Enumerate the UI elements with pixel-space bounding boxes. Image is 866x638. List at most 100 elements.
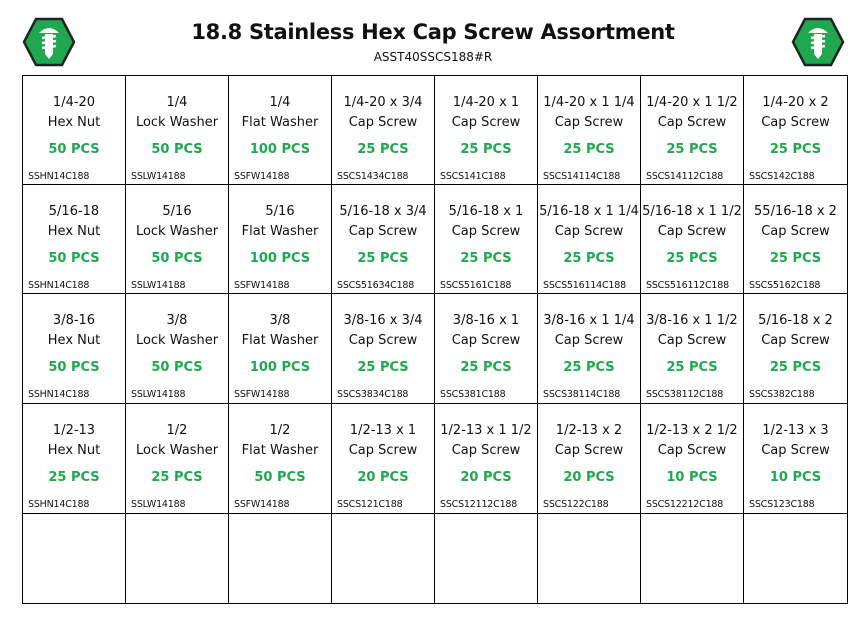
empty-cell <box>23 514 126 603</box>
cell: 1/2 Lock Washer 25 PCS SSLW14188 <box>126 404 229 514</box>
cell-name: Cap Screw <box>451 333 521 348</box>
cell-qty: 100 PCS <box>249 251 311 266</box>
cell-size: 1/2-13 x 2 1/2 <box>646 423 738 438</box>
cell-size: 1/4 <box>269 95 291 110</box>
cell: 1/4-20 x 3/4 Cap Screw 25 PCS SSCS1434C188 <box>332 76 435 185</box>
cell-qty: 50 PCS <box>48 360 100 375</box>
cell-size: 1/2-13 x 2 <box>555 423 623 438</box>
cell-qty: 25 PCS <box>460 251 512 266</box>
subtitle: ASST40SSCS188#R <box>373 50 493 64</box>
cell: 1/2-13 x 1 1/2 Cap Screw 20 PCS SSCS12112C1… <box>435 404 538 514</box>
cell: 3/8-16 x 3/4 Cap Screw 25 PCS SSCS3834C188 <box>332 294 435 404</box>
cell-name: Hex Nut <box>47 443 101 458</box>
cell-qty: 50 PCS <box>254 470 306 485</box>
empty-cell <box>332 514 435 603</box>
cell: 1/2-13 x 3 Cap Screw 10 PCS SSCS123C188 <box>744 404 847 514</box>
cell-name: Lock Washer <box>135 443 219 458</box>
cell-name: Flat Washer <box>241 333 319 348</box>
cell-qty: 50 PCS <box>48 142 100 157</box>
cell-sku: SSCS3834C188 <box>337 389 409 400</box>
cell: 55/16-18 x 2 Cap Screw 25 PCS SSCS5162C188 <box>744 185 847 294</box>
cell: 3/8-16 Hex Nut 50 PCS SSHN14C188 <box>23 294 126 404</box>
cell: 1/4-20 x 1 Cap Screw 25 PCS SSCS141C188 <box>435 76 538 185</box>
cell-qty: 25 PCS <box>563 142 615 157</box>
cell-sku: SSCS123C188 <box>749 499 815 510</box>
cell-size: 3/8-16 x 1 <box>452 313 520 328</box>
empty-cell <box>538 514 641 603</box>
cell-sku: SSCS38112C188 <box>646 389 724 400</box>
cell-qty: 25 PCS <box>563 360 615 375</box>
cell-size: 5/16 <box>265 204 295 219</box>
cell-sku: SSLW14188 <box>131 499 186 510</box>
cell: 1/2 Flat Washer 50 PCS SSFW14188 <box>229 404 332 514</box>
assortment-grid: 1/4-20 Hex Nut 50 PCS SSHN14C188 1/4 Lock Was… <box>22 75 848 604</box>
cell-size: 3/8-16 x 3/4 <box>343 313 423 328</box>
cell-qty: 25 PCS <box>357 251 409 266</box>
logo-icon <box>791 17 845 67</box>
cell-sku: SSCS5161C188 <box>440 280 512 291</box>
cell-sku: SSCS516112C188 <box>646 280 729 291</box>
cell-size: 1/2-13 x 1 <box>349 423 417 438</box>
empty-cell <box>641 514 744 603</box>
cell-qty: 10 PCS <box>666 470 718 485</box>
cell-name: Cap Screw <box>761 333 830 348</box>
cell-size: 1/4-20 x 1 1/2 <box>646 95 738 110</box>
cell-qty: 25 PCS <box>666 142 718 157</box>
cell-qty: 25 PCS <box>666 251 718 266</box>
cell-size: 5/16-18 x 1 1/4 <box>539 204 639 219</box>
cell-name: Hex Nut <box>47 333 101 348</box>
cell-name: Lock Washer <box>135 115 219 130</box>
cell-sku: SSCS516114C188 <box>543 280 626 291</box>
cell-name: Cap Screw <box>554 443 624 458</box>
cell-name: Cap Screw <box>554 224 624 239</box>
cell-qty: 25 PCS <box>357 360 409 375</box>
cell-sku: SSCS14114C188 <box>543 171 621 182</box>
cell-size: 5/16-18 <box>48 204 100 219</box>
cell-size: 1/4-20 x 1 <box>452 95 520 110</box>
logo-icon <box>22 17 76 67</box>
cell-qty: 10 PCS <box>769 470 822 485</box>
cell-size: 5/16-18 x 1 <box>448 204 524 219</box>
cell: 3/8-16 x 1 1/2 Cap Screw 25 PCS SSCS38112C1… <box>641 294 744 404</box>
cell: 1/2-13 x 1 Cap Screw 20 PCS SSCS121C188 <box>332 404 435 514</box>
cell-size: 1/4-20 x 1 1/4 <box>543 95 635 110</box>
cell-name: Lock Washer <box>135 333 219 348</box>
empty-cell <box>744 514 847 603</box>
cell-sku: SSHN14C188 <box>28 171 90 182</box>
cell: 5/16-18 x 1 1/2 Cap Screw 25 PCS SSCS516112… <box>641 185 744 294</box>
cell-qty: 20 PCS <box>460 470 512 485</box>
cell-name: Cap Screw <box>348 115 418 130</box>
cell-qty: 100 PCS <box>249 360 311 375</box>
cell-sku: SSCS14112C188 <box>646 171 724 182</box>
cell: 1/2-13 x 2 Cap Screw 20 PCS SSCS122C188 <box>538 404 641 514</box>
cell-name: Flat Washer <box>241 115 319 130</box>
cell: 1/2-13 x 2 1/2 Cap Screw 10 PCS SSCS12212C1… <box>641 404 744 514</box>
cell-qty: 25 PCS <box>563 251 615 266</box>
cell-qty: 50 PCS <box>151 142 203 157</box>
cell-qty: 25 PCS <box>769 251 822 266</box>
cell-name: Cap Screw <box>554 333 624 348</box>
cell: 3/8-16 x 1 Cap Screw 25 PCS SSCS381C188 <box>435 294 538 404</box>
cell: 5/16 Lock Washer 50 PCS SSLW14188 <box>126 185 229 294</box>
cell-size: 3/8-16 x 1 1/2 <box>646 313 738 328</box>
cell-name: Cap Screw <box>348 333 418 348</box>
cell: 1/4-20 x 2 Cap Screw 25 PCS SSCS142C188 <box>744 76 847 185</box>
cell-name: Cap Screw <box>554 115 624 130</box>
cell-qty: 25 PCS <box>48 470 100 485</box>
cell-size: 5/16-18 x 3/4 <box>339 204 427 219</box>
cell: 1/4-20 x 1 1/4 Cap Screw 25 PCS SSCS14114C1… <box>538 76 641 185</box>
cell-sku: SSCS12212C188 <box>646 499 724 510</box>
cell-size: 1/2-13 x 3 <box>762 423 829 438</box>
cell-sku: SSFW14188 <box>234 499 290 510</box>
cell-sku: SSLW14188 <box>131 171 186 182</box>
cell-size: 1/4-20 <box>52 95 96 110</box>
cell-sku: SSLW14188 <box>131 280 186 291</box>
cell-size: 1/4-20 x 2 <box>762 95 829 110</box>
cell-name: Flat Washer <box>241 224 319 239</box>
cell-size: 3/8 <box>166 313 188 328</box>
cell-size: 1/2-13 <box>52 423 96 438</box>
cell-sku: SSCS141C188 <box>440 171 506 182</box>
cell-size: 5/16-18 x 2 <box>758 313 833 328</box>
cell: 5/16-18 x 3/4 Cap Screw 25 PCS SSCS51634C18… <box>332 185 435 294</box>
cell-sku: SSFW14188 <box>234 171 290 182</box>
